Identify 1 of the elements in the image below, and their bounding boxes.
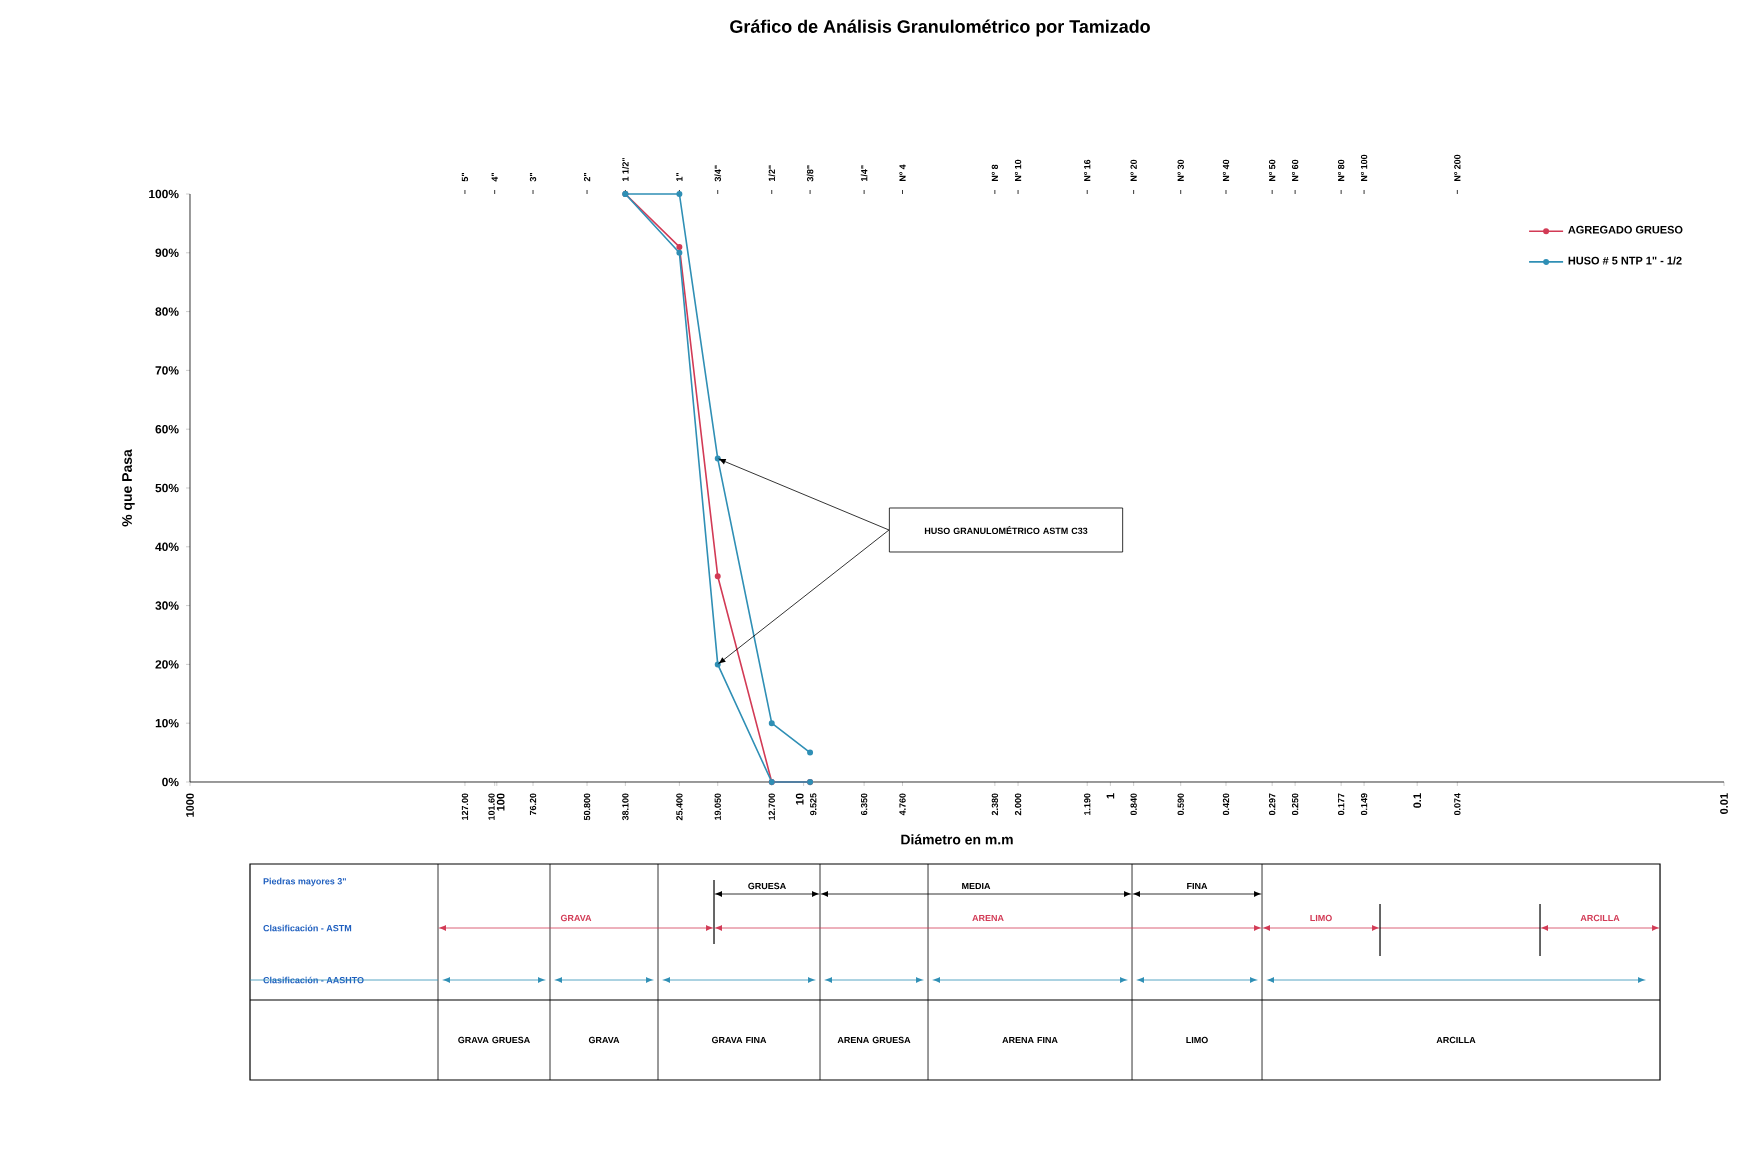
chart-title: Gráfico de Análisis Granulométrico por Tamizado (730, 19, 1150, 37)
